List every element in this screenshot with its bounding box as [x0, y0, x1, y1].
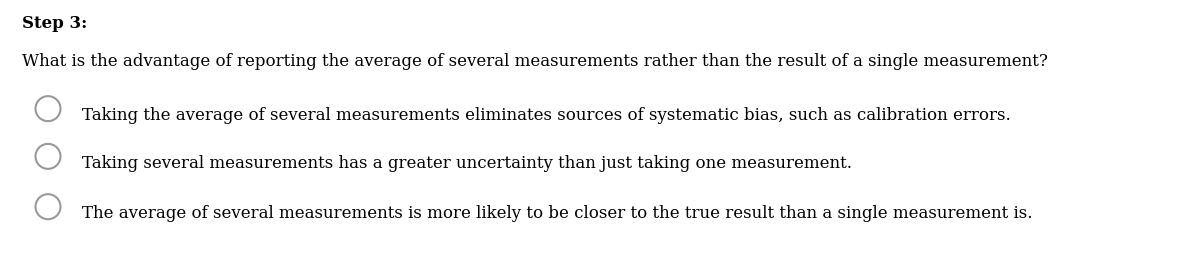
- Text: Taking several measurements has a greater uncertainty than just taking one measu: Taking several measurements has a greate…: [82, 155, 852, 172]
- Ellipse shape: [36, 144, 60, 169]
- Text: The average of several measurements is more likely to be closer to the true resu: The average of several measurements is m…: [82, 205, 1032, 222]
- Text: What is the advantage of reporting the average of several measurements rather th: What is the advantage of reporting the a…: [22, 53, 1048, 70]
- Ellipse shape: [36, 96, 60, 121]
- Ellipse shape: [36, 194, 60, 219]
- Text: Step 3:: Step 3:: [22, 15, 86, 32]
- Text: Taking the average of several measurements eliminates sources of systematic bias: Taking the average of several measuremen…: [82, 107, 1010, 124]
